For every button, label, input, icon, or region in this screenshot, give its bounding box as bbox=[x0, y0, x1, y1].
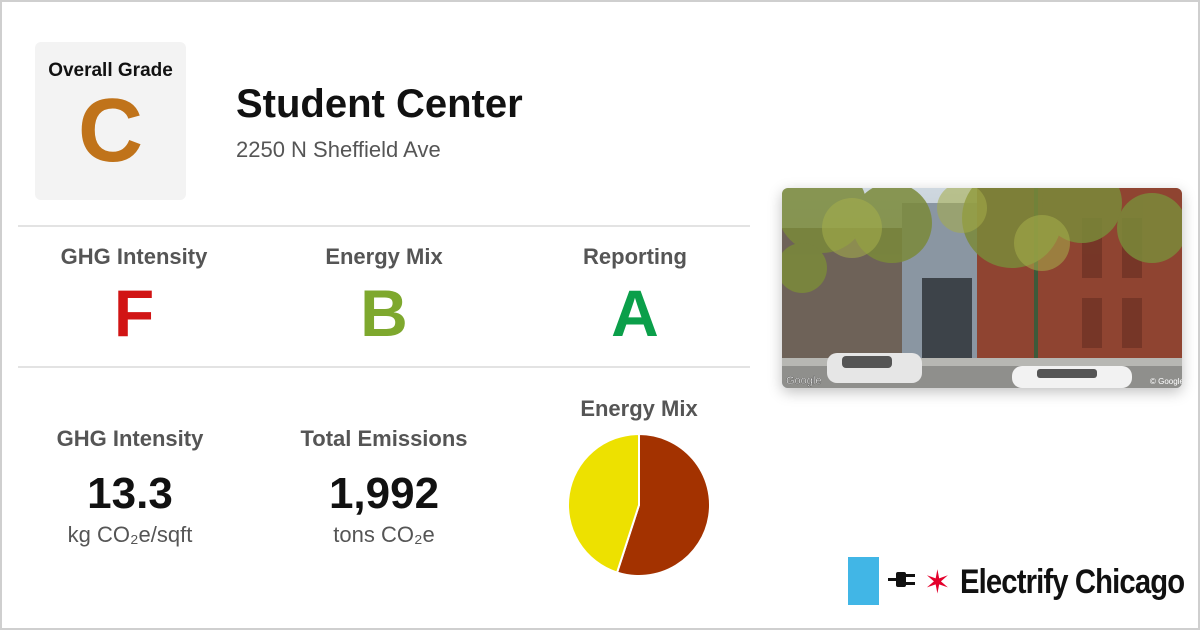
ghg-intensity-grade-label: GHG Intensity bbox=[60, 244, 208, 269]
building-name: Student Center bbox=[236, 82, 523, 126]
chicago-flag-stripe bbox=[848, 557, 879, 605]
brand-name: Electrify Chicago bbox=[960, 563, 1185, 601]
total-emissions-label: Total Emissions bbox=[300, 426, 468, 451]
total-emissions-unit: tons CO₂e bbox=[333, 522, 435, 547]
total-emissions-value: 1,992 bbox=[328, 469, 440, 518]
electrify-chicago-logo: ✶ Electrify Chicago bbox=[848, 557, 1185, 605]
reporting-grade: Reporting A bbox=[515, 244, 755, 346]
building-address: 2250 N Sheffield Ave bbox=[236, 137, 441, 162]
total-emissions-stat: Total Emissions 1,992 tons CO₂e bbox=[264, 426, 504, 548]
ghg-intensity-grade: GHG Intensity F bbox=[14, 244, 254, 346]
ghg-intensity-stat-label: GHG Intensity bbox=[56, 426, 204, 451]
pie-slice-1 bbox=[567, 432, 640, 574]
google-copyright: © Google bbox=[1150, 377, 1182, 386]
divider-top bbox=[18, 225, 750, 227]
ghg-intensity-unit: kg CO₂e/sqft bbox=[67, 522, 193, 547]
reporting-grade-label: Reporting bbox=[583, 244, 687, 269]
divider-middle bbox=[18, 366, 750, 368]
ghg-intensity-stat: GHG Intensity 13.3 kg CO₂e/sqft bbox=[10, 426, 250, 548]
overall-grade-letter: C bbox=[78, 81, 143, 181]
reporting-grade-letter: A bbox=[611, 276, 659, 350]
energy-mix-grade-letter: B bbox=[360, 276, 408, 350]
overall-grade-card: Overall Grade C bbox=[35, 42, 186, 200]
building-photo: Google © Google bbox=[782, 188, 1182, 388]
pie-slice-0 bbox=[615, 432, 711, 577]
energy-mix-chart-title: Energy Mix bbox=[580, 396, 698, 421]
ghg-intensity-value: 13.3 bbox=[87, 469, 173, 518]
energy-mix-grade-label: Energy Mix bbox=[325, 244, 443, 269]
plug-icon bbox=[888, 569, 916, 595]
google-watermark: Google bbox=[786, 375, 821, 387]
energy-mix-pie bbox=[567, 432, 711, 577]
energy-mix-chart: Energy Mix bbox=[539, 396, 739, 583]
chicago-star-icon: ✶ bbox=[924, 564, 951, 600]
overall-grade-label: Overall Grade bbox=[48, 60, 173, 81]
energy-mix-grade: Energy Mix B bbox=[264, 244, 504, 346]
ghg-intensity-grade-letter: F bbox=[113, 276, 155, 350]
